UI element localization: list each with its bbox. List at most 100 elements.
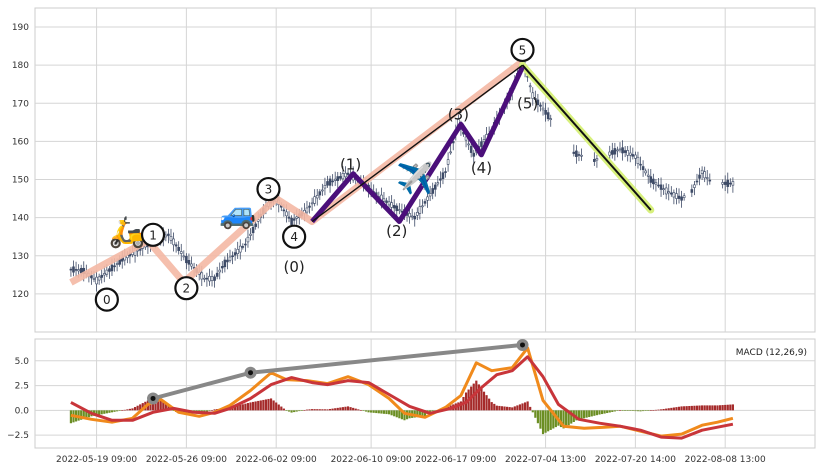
macd-histogram-bar <box>624 410 627 411</box>
macd-histogram-bar <box>706 405 709 411</box>
macd-histogram-bar <box>133 407 137 411</box>
candle-body <box>690 189 694 193</box>
macd-histogram-bar <box>647 410 650 411</box>
macd-histogram-bar <box>259 400 262 411</box>
candle-body <box>446 159 450 165</box>
candle-body <box>659 184 663 190</box>
macd-histogram-bar <box>423 410 427 417</box>
macd-histogram-bar <box>352 407 355 411</box>
macd-histogram-bar <box>500 406 504 411</box>
candle-body <box>190 263 193 267</box>
macd-histogram-bar <box>552 410 555 429</box>
macd-histogram-bar <box>164 403 167 411</box>
macd-pivot-dot <box>520 342 525 348</box>
macd-histogram-bar <box>677 406 681 411</box>
macd-histogram-bar <box>328 408 332 411</box>
macd-histogram-bar <box>711 405 714 411</box>
candle-body <box>662 188 665 190</box>
wave-label-circle <box>94 287 119 312</box>
wave-label-circle <box>174 276 199 301</box>
macd-y-tick-label: 5.0 <box>15 357 30 367</box>
macd-histogram-bar <box>642 410 645 412</box>
y-tick-label: 160 <box>12 137 29 147</box>
macd-histogram-bar <box>346 406 350 411</box>
macd-histogram-bar <box>416 410 419 418</box>
macd-histogram-bar <box>339 407 342 411</box>
candle-body <box>595 158 599 161</box>
macd-histogram-bar <box>680 406 683 411</box>
macd-histogram-bar <box>121 410 124 411</box>
candle-body <box>723 181 727 185</box>
macd-histogram-bar <box>621 410 624 411</box>
candle-body <box>675 193 678 199</box>
candle-body <box>580 154 583 157</box>
macd-histogram-bar <box>87 410 90 418</box>
macd-histogram-bar <box>162 401 165 411</box>
candle-body <box>233 252 237 256</box>
macd-histogram-bar <box>116 410 119 412</box>
candle-body <box>608 151 612 156</box>
candle-body <box>428 193 432 197</box>
candle-body <box>213 276 216 281</box>
candle-body <box>231 255 234 258</box>
candle-body <box>433 184 437 190</box>
candle-body <box>726 179 730 187</box>
macd-title: MACD (12,26,9) <box>736 348 807 358</box>
macd-histogram-bar <box>287 410 291 412</box>
candle-body <box>572 151 576 154</box>
candle-body <box>631 154 635 157</box>
candle-body <box>113 265 116 268</box>
macd-histogram-bar <box>685 406 688 411</box>
candle-body <box>680 196 683 201</box>
candle-body <box>395 205 399 212</box>
macd-histogram-bar <box>272 400 275 411</box>
wave-label: (5) <box>517 94 538 112</box>
candle-body <box>95 276 98 285</box>
wave-label: 1 <box>149 228 157 242</box>
macd-histogram-bar <box>344 406 347 411</box>
candle-body <box>575 150 578 157</box>
macd-histogram-bar <box>690 405 693 411</box>
candle-body <box>187 260 191 265</box>
x-tick-label: 2022-05-26 09:00 <box>146 455 227 465</box>
macd-histogram-bar <box>670 407 673 411</box>
candle-body <box>644 170 647 174</box>
candle-body <box>92 278 96 280</box>
candle-body <box>236 248 239 254</box>
candle-body <box>472 152 476 157</box>
macd-histogram-bar <box>724 404 727 411</box>
candle-body <box>344 172 347 178</box>
macd-histogram-bar <box>295 410 298 412</box>
candle-body <box>172 238 175 246</box>
macd-histogram-bar <box>141 403 144 411</box>
candle-body <box>639 163 642 166</box>
macd-histogram-bar <box>172 410 175 411</box>
macd-histogram-bar <box>264 399 268 411</box>
candle-body <box>177 246 180 251</box>
macd-histogram-bar <box>154 399 157 411</box>
candle-body <box>249 233 252 236</box>
candle-body <box>346 172 350 175</box>
macd-histogram-bar <box>683 406 686 411</box>
macd-histogram-bar <box>431 410 434 412</box>
candle-body <box>110 264 114 272</box>
macd-histogram-bar <box>511 407 514 411</box>
x-tick-label: 2022-08-08 13:00 <box>685 455 766 465</box>
macd-histogram-bar <box>603 410 606 414</box>
candle-body <box>246 236 250 243</box>
wave-label: 0 <box>103 293 111 307</box>
macd-histogram-bar <box>298 410 301 412</box>
candle-body <box>549 118 553 120</box>
macd-histogram-bar <box>480 388 483 411</box>
candle-body <box>292 218 296 221</box>
macd-histogram-bar <box>157 399 160 411</box>
macd-histogram-bar <box>321 409 324 411</box>
candle-body <box>413 215 417 220</box>
macd-histogram-bar <box>529 406 532 411</box>
macd-histogram-bar <box>429 410 432 412</box>
macd-histogram-bar <box>590 410 593 417</box>
macd-histogram-bar <box>567 410 570 426</box>
macd-y-tick-label: 2.5 <box>15 382 29 392</box>
macd-histogram-bar <box>103 410 106 414</box>
macd-histogram-bar <box>393 410 396 417</box>
